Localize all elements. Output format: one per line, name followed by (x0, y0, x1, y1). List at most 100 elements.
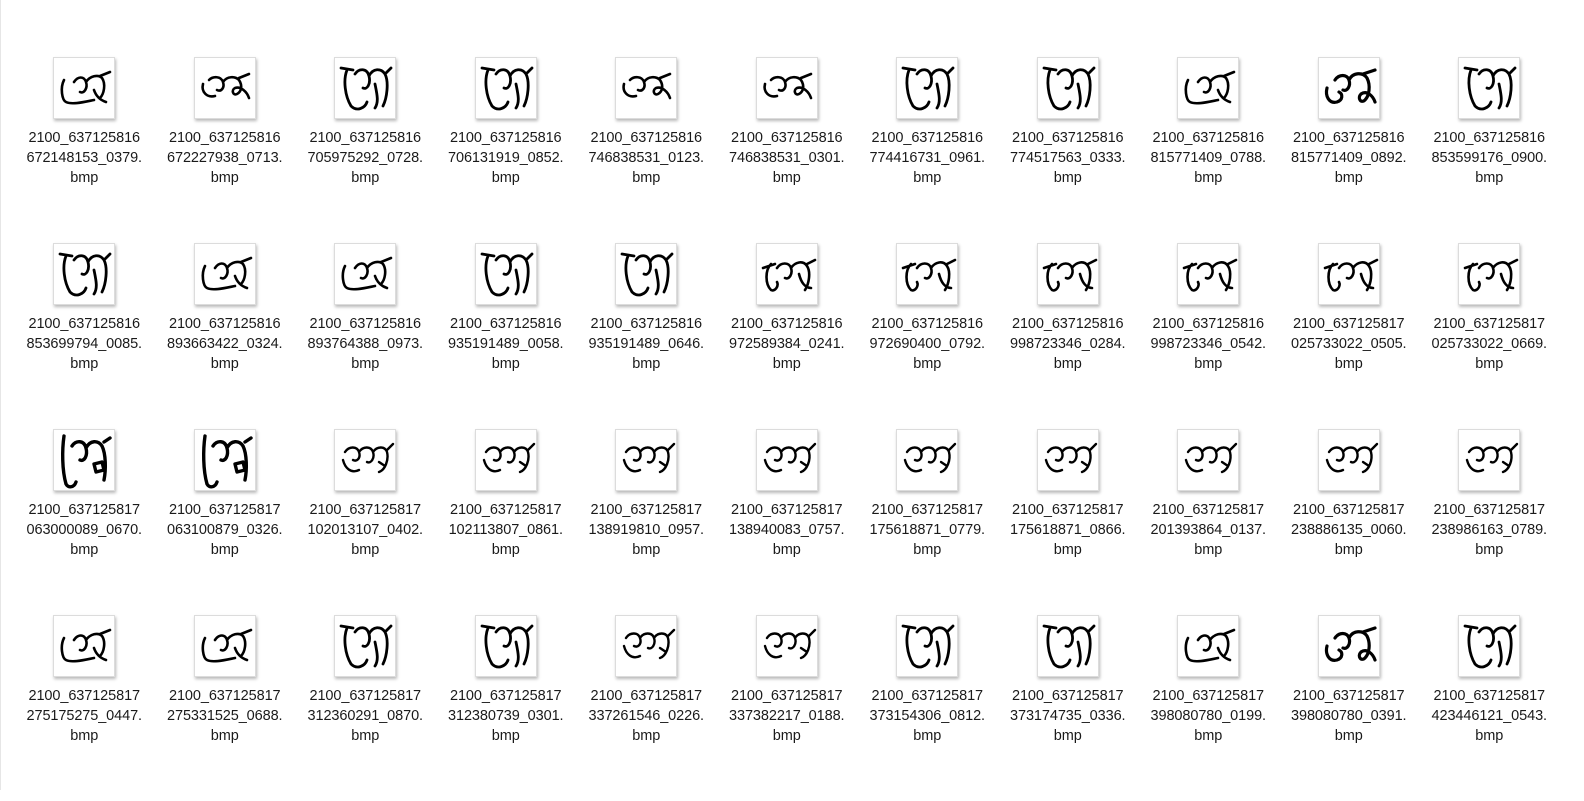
bmp-thumbnail-image[interactable] (334, 429, 397, 491)
file-item[interactable]: 2100_637125817 138940083_0757. bmp (717, 429, 858, 615)
file-item[interactable]: 2100_637125816 774416731_0961. bmp (857, 57, 998, 243)
bmp-thumbnail-image[interactable] (615, 429, 678, 491)
file-item[interactable]: 2100_637125816 935191489_0646. bmp (576, 243, 717, 429)
bmp-thumbnail-image[interactable] (1036, 429, 1099, 491)
file-item[interactable]: 2100_637125817 175618871_0779. bmp (857, 429, 998, 615)
handwritten-signature-icon (339, 66, 393, 111)
file-item[interactable]: 2100_637125817 312360291_0870. bmp (295, 615, 436, 801)
file-item[interactable]: 2100_637125817 102013107_0402. bmp (295, 429, 436, 615)
file-name-label: 2100_637125817 398080780_0199. bmp (1138, 686, 1278, 746)
handwritten-signature-icon (1184, 70, 1236, 105)
bmp-thumbnail-image[interactable] (474, 429, 537, 491)
bmp-thumbnail-image[interactable] (474, 243, 537, 305)
handwritten-signature-icon (901, 258, 957, 292)
bmp-thumbnail-image[interactable] (1177, 243, 1240, 305)
file-item[interactable]: 2100_637125816 972589384_0241. bmp (717, 243, 858, 429)
file-item[interactable]: 2100_637125817 138919810_0957. bmp (576, 429, 717, 615)
file-item[interactable]: 2100_637125817 063100879_0326. bmp (155, 429, 296, 615)
file-item[interactable]: 2100_637125816 746838531_0123. bmp (576, 57, 717, 243)
file-item[interactable]: 2100_637125816 972690400_0792. bmp (857, 243, 998, 429)
bmp-thumbnail-image[interactable] (193, 57, 256, 119)
file-item[interactable]: 2100_637125816 998723346_0284. bmp (998, 243, 1139, 429)
file-name-line: 893663422_0324. (167, 336, 283, 352)
bmp-thumbnail-image[interactable] (896, 57, 959, 119)
bmp-thumbnail-image[interactable] (896, 243, 959, 305)
file-item[interactable]: 2100_637125816 998723346_0542. bmp (1138, 243, 1279, 429)
bmp-thumbnail-image[interactable] (53, 429, 116, 491)
bmp-thumbnail-image[interactable] (193, 429, 256, 491)
bmp-thumbnail-image[interactable] (1317, 57, 1380, 119)
bmp-thumbnail-image[interactable] (334, 615, 397, 677)
file-item[interactable]: 2100_637125816 706131919_0852. bmp (436, 57, 577, 243)
bmp-thumbnail-image[interactable] (1036, 615, 1099, 677)
file-item[interactable]: 2100_637125817 238986163_0789. bmp (1419, 429, 1560, 615)
file-item[interactable]: 2100_637125817 423446121_0543. bmp (1419, 615, 1560, 801)
file-item[interactable]: 2100_637125816 853699794_0085. bmp (14, 243, 155, 429)
bmp-thumbnail-image[interactable] (1317, 243, 1380, 305)
file-item[interactable]: 2100_637125817 373174735_0336. bmp (998, 615, 1139, 801)
bmp-thumbnail-image[interactable] (1317, 429, 1380, 491)
file-name-line: 935191489_0646. (588, 336, 705, 352)
file-item[interactable]: 2100_637125817 275331525_0688. bmp (155, 615, 296, 801)
bmp-thumbnail-image[interactable] (1177, 615, 1240, 677)
file-item[interactable]: 2100_637125816 815771409_0788. bmp (1138, 57, 1279, 243)
file-item[interactable]: 2100_637125816 815771409_0892. bmp (1279, 57, 1420, 243)
file-name-line: bmp (351, 170, 380, 186)
bmp-thumbnail-image[interactable] (1317, 615, 1380, 677)
file-item[interactable]: 2100_637125816 746838531_0301. bmp (717, 57, 858, 243)
file-item[interactable]: 2100_637125817 175618871_0866. bmp (998, 429, 1139, 615)
file-item[interactable]: 2100_637125817 025733022_0505. bmp (1279, 243, 1420, 429)
handwritten-signature-icon (623, 442, 676, 474)
file-item[interactable]: 2100_637125817 275175275_0447. bmp (14, 615, 155, 801)
file-item[interactable]: 2100_637125817 238886135_0060. bmp (1279, 429, 1420, 615)
file-grid: 2100_637125816 672148153_0379. bmp 2100_637… (14, 57, 1574, 801)
file-item[interactable]: 2100_637125816 672227938_0713. bmp (155, 57, 296, 243)
bmp-thumbnail-image[interactable] (1036, 57, 1099, 119)
bmp-thumbnail-image[interactable] (474, 615, 537, 677)
bmp-thumbnail-image[interactable] (755, 615, 818, 677)
bmp-thumbnail-image[interactable] (1177, 429, 1240, 491)
file-item[interactable]: 2100_637125816 853599176_0900. bmp (1419, 57, 1560, 243)
bmp-thumbnail-image[interactable] (53, 615, 116, 677)
file-item[interactable]: 2100_637125817 398080780_0391. bmp (1279, 615, 1420, 801)
file-item[interactable]: 2100_637125816 705975292_0728. bmp (295, 57, 436, 243)
bmp-thumbnail-image[interactable] (334, 243, 397, 305)
file-item[interactable]: 2100_637125816 935191489_0058. bmp (436, 243, 577, 429)
bmp-thumbnail-image[interactable] (1458, 429, 1521, 491)
bmp-thumbnail-image[interactable] (615, 243, 678, 305)
file-item[interactable]: 2100_637125817 102113807_0861. bmp (436, 429, 577, 615)
bmp-thumbnail-image[interactable] (1458, 243, 1521, 305)
file-item[interactable]: 2100_637125817 398080780_0199. bmp (1138, 615, 1279, 801)
bmp-thumbnail-image[interactable] (1036, 243, 1099, 305)
bmp-thumbnail-image[interactable] (896, 615, 959, 677)
file-item[interactable]: 2100_637125816 893663422_0324. bmp (155, 243, 296, 429)
file-item[interactable]: 2100_637125817 373154306_0812. bmp (857, 615, 998, 801)
file-name-line: bmp (1475, 356, 1504, 372)
bmp-thumbnail-image[interactable] (615, 57, 678, 119)
bmp-thumbnail-image[interactable] (474, 57, 537, 119)
bmp-thumbnail-image[interactable] (755, 57, 818, 119)
file-item[interactable]: 2100_637125816 774517563_0333. bmp (998, 57, 1139, 243)
file-item[interactable]: 2100_637125816 893764388_0973. bmp (295, 243, 436, 429)
bmp-thumbnail-image[interactable] (615, 615, 678, 677)
file-item[interactable]: 2100_637125816 672148153_0379. bmp (14, 57, 155, 243)
bmp-thumbnail-image[interactable] (334, 57, 397, 119)
bmp-thumbnail-image[interactable] (1458, 615, 1521, 677)
file-item[interactable]: 2100_637125817 201393864_0137. bmp (1138, 429, 1279, 615)
file-item[interactable]: 2100_637125817 063000089_0670. bmp (14, 429, 155, 615)
file-item[interactable]: 2100_637125817 312380739_0301. bmp (436, 615, 577, 801)
bmp-thumbnail-image[interactable] (193, 243, 256, 305)
bmp-thumbnail-image[interactable] (53, 57, 116, 119)
file-name-line: bmp (1475, 728, 1504, 744)
file-item[interactable]: 2100_637125817 337261546_0226. bmp (576, 615, 717, 801)
file-name-line: bmp (1194, 542, 1223, 558)
bmp-thumbnail-image[interactable] (53, 243, 116, 305)
bmp-thumbnail-image[interactable] (896, 429, 959, 491)
file-item[interactable]: 2100_637125817 025733022_0669. bmp (1419, 243, 1560, 429)
bmp-thumbnail-image[interactable] (1458, 57, 1521, 119)
bmp-thumbnail-image[interactable] (755, 429, 818, 491)
bmp-thumbnail-image[interactable] (755, 243, 818, 305)
file-item[interactable]: 2100_637125817 337382217_0188. bmp (717, 615, 858, 801)
bmp-thumbnail-image[interactable] (1177, 57, 1240, 119)
bmp-thumbnail-image[interactable] (193, 615, 256, 677)
